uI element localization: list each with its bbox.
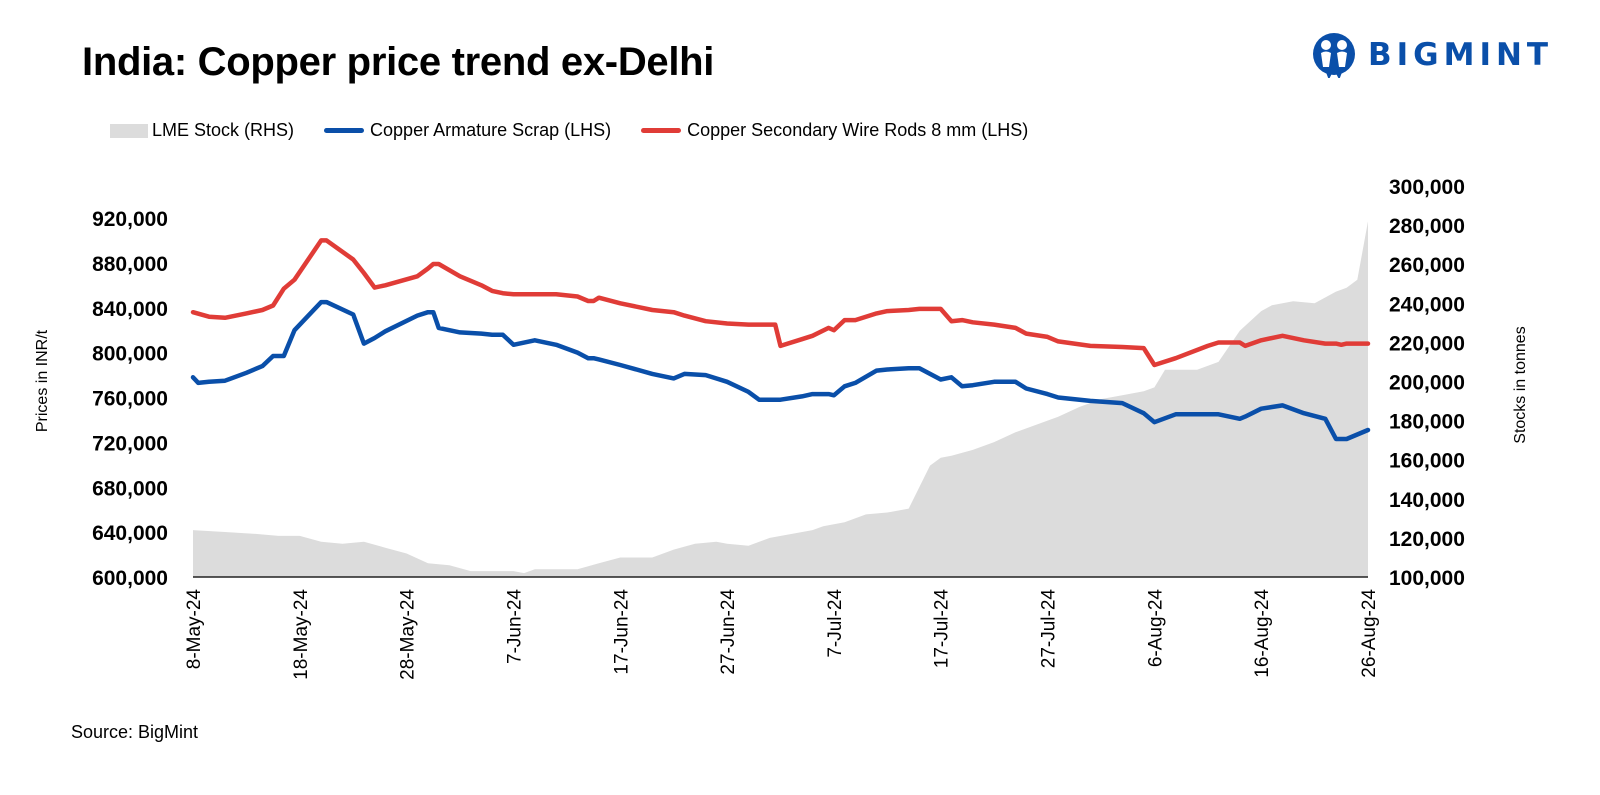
x-tick-label: 7-Jun-24 (504, 589, 525, 664)
line-layer (190, 238, 1371, 442)
series-line-armature-scrap (190, 299, 1371, 442)
y-right-tick-label: 120,000 (1389, 528, 1465, 551)
x-tick-label: 18-May-24 (291, 589, 312, 680)
y-right-tick-label: 300,000 (1389, 176, 1465, 199)
x-tick-label: 26-Aug-24 (1359, 589, 1380, 678)
y-left-tick-label: 680,000 (92, 477, 168, 500)
y-left-tick-label: 720,000 (92, 432, 168, 455)
y-axis-title-left: Prices in INR/t (34, 329, 51, 432)
x-tick-label: 17-Jul-24 (932, 589, 953, 669)
y-left-tick-label: 800,000 (92, 343, 168, 366)
y-right-tick-label: 240,000 (1389, 293, 1465, 316)
series-line-wire-rods (190, 238, 1371, 368)
y-left-tick-label: 880,000 (92, 253, 168, 276)
x-axis: 8-May-24 18-May-24 28-May-24 7-Jun-24 17-Jun… (184, 589, 1380, 680)
legend-label-lme-stock: LME Stock (RHS) (152, 120, 295, 140)
brand-name: BIGMINT (1368, 37, 1554, 73)
area-layer (193, 221, 1368, 577)
legend-item-armature-scrap: Copper Armature Scrap (LHS) (324, 120, 611, 141)
x-tick-label: 27-Jul-24 (1039, 589, 1060, 669)
legend-swatch-armature-scrap (324, 128, 365, 133)
chart-legend: LME Stock (RHS) Copper Armature Scrap (L… (110, 120, 1058, 141)
y-right-tick-label: 100,000 (1389, 567, 1465, 590)
legend-label-armature-scrap: Copper Armature Scrap (LHS) (370, 120, 612, 140)
y-right-tick-label: 260,000 (1389, 254, 1465, 277)
legend-label-wire-rods: Copper Secondary Wire Rods 8 mm (LHS) (687, 120, 1029, 140)
legend-swatch-wire-rods (641, 128, 682, 133)
x-tick-label: 6-Aug-24 (1145, 589, 1166, 668)
x-tick-label: 8-May-24 (184, 589, 205, 670)
y-right-tick-label: 140,000 (1389, 489, 1465, 512)
x-tick-label: 27-Jun-24 (718, 589, 739, 675)
y-right-tick-label: 200,000 (1389, 372, 1465, 395)
bigmint-logo-icon (1313, 33, 1355, 78)
legend-item-wire-rods: Copper Secondary Wire Rods 8 mm (LHS) (641, 120, 1028, 141)
y-right-tick-label: 220,000 (1389, 332, 1465, 355)
y-right-tick-label: 160,000 (1389, 450, 1465, 473)
chart-title: India: Copper price trend ex-Delhi (82, 40, 715, 84)
y-left-tick-label: 760,000 (92, 388, 168, 411)
source-note: Source: BigMint (71, 722, 199, 742)
y-axis-title-right: Stocks in tonnes (1512, 326, 1529, 443)
y-left-tick-label: 640,000 (92, 522, 168, 545)
x-tick-label: 28-May-24 (398, 589, 419, 680)
x-tick-label: 17-Jun-24 (611, 589, 632, 675)
legend-item-lme-stock: LME Stock (RHS) (110, 120, 294, 141)
x-tick-label: 7-Jul-24 (825, 589, 846, 658)
y-left-axis: 600,000 640,000 680,000 720,000 760,000 800,0… (92, 208, 168, 590)
y-right-axis: 100,000 120,000 140,000 160,000 180,000 200,0… (1389, 176, 1465, 590)
series-area-lme-stock (193, 221, 1368, 577)
legend-swatch-lme-stock (110, 123, 148, 138)
x-tick-label: 16-Aug-24 (1252, 589, 1273, 678)
y-right-tick-label: 280,000 (1389, 215, 1465, 238)
y-left-tick-label: 840,000 (92, 298, 168, 321)
brand-logo: BIGMINT (1312, 30, 1553, 80)
y-left-tick-label: 600,000 (92, 567, 168, 590)
y-right-tick-label: 180,000 (1389, 411, 1465, 434)
y-left-tick-label: 920,000 (92, 208, 168, 231)
